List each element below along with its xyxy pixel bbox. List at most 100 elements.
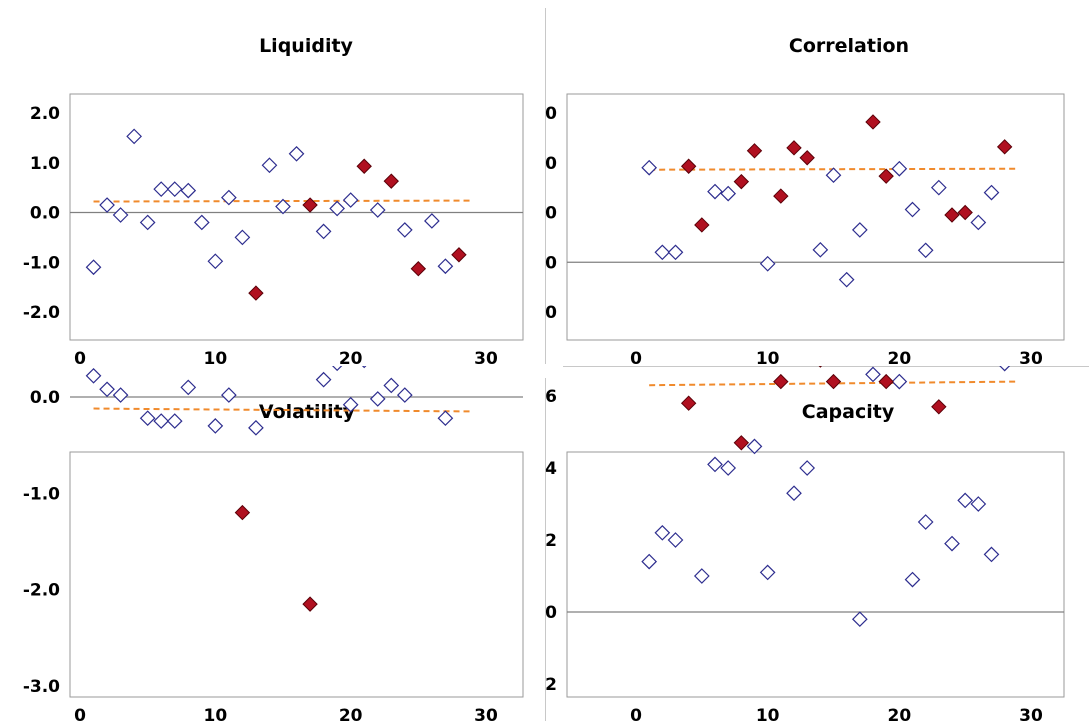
hollow-diamond-point	[329, 355, 345, 372]
filled-diamond-point	[248, 285, 264, 301]
filled-diamond-point	[356, 158, 372, 174]
y-tick-label: 2.0	[30, 104, 60, 124]
hollow-diamond-point	[180, 379, 197, 396]
filled-diamond-point	[931, 399, 947, 415]
hollow-diamond-point	[234, 229, 251, 246]
hollow-diamond-point	[112, 387, 129, 403]
hollow-diamond-point	[693, 568, 710, 584]
filled-diamond-point	[773, 188, 789, 204]
hollow-diamond-point	[99, 381, 115, 398]
x-tick-label: 0	[630, 706, 642, 721]
x-tick-label: 20	[887, 349, 911, 366]
y-tick-label: -1.0	[23, 484, 60, 504]
y-tick-label: 0.0	[545, 253, 557, 273]
y-tick-label: 0.0	[30, 388, 60, 408]
hollow-diamond-point	[904, 201, 921, 218]
filled-diamond-point	[865, 114, 881, 130]
hollow-diamond-point	[654, 524, 671, 541]
chart-title: Capacity	[802, 401, 895, 423]
hollow-diamond-point	[315, 371, 332, 388]
y-tick-label: -1.0	[545, 303, 557, 323]
hollow-diamond-point	[207, 253, 224, 270]
hollow-diamond-point	[437, 258, 454, 275]
hollow-diamond-point	[720, 460, 737, 476]
hollow-diamond-point	[166, 413, 183, 429]
y-tick-label: 0.4	[545, 459, 557, 479]
y-tick-label: 3.0	[545, 104, 557, 124]
hollow-diamond-point	[641, 553, 658, 570]
chart-volatility: Volatility-3.0-2.0-1.00.01.02.03.0010203…	[23, 99, 524, 725]
hollow-diamond-point	[248, 419, 264, 436]
hollow-diamond-point	[342, 192, 359, 208]
hollow-diamond-point	[180, 182, 197, 199]
hollow-diamond-point	[904, 571, 921, 588]
x-tick-label: 0	[630, 349, 642, 366]
hollow-diamond-point	[437, 410, 454, 427]
hollow-diamond-point	[654, 244, 671, 261]
filled-diamond-point	[733, 435, 750, 451]
hollow-diamond-point	[166, 181, 183, 197]
hollow-diamond-point	[983, 546, 1000, 563]
hollow-diamond-point	[342, 396, 359, 413]
hollow-diamond-point	[759, 255, 776, 272]
filled-diamond-point	[680, 395, 697, 411]
y-tick-label: -2.0	[23, 581, 60, 601]
x-tick-label: 30	[474, 706, 498, 721]
filled-diamond-point	[694, 217, 710, 233]
hollow-diamond-point	[891, 373, 908, 390]
y-tick-label: 0.2	[545, 531, 557, 551]
hollow-diamond-point	[707, 183, 723, 200]
filled-diamond-point	[680, 158, 697, 174]
x-tick-label: 10	[756, 706, 780, 721]
hollow-diamond-point	[851, 222, 868, 238]
y-tick-label: 2.0	[545, 154, 557, 174]
y-tick-label: 0.6	[545, 387, 557, 407]
filled-diamond-point	[957, 204, 973, 221]
chart-panel-volatility: Volatility-3.0-2.0-1.00.01.02.03.0010203…	[0, 99, 545, 725]
chart-title: Liquidity	[259, 35, 353, 57]
filled-diamond-point	[234, 504, 251, 521]
chart-correlation: Correlation -1.0 0.0 1.0 2.0 3.0 0 10 20 30	[520, 35, 1065, 369]
chart-title: Correlation	[789, 35, 909, 57]
filled-diamond-point	[878, 373, 894, 390]
hollow-diamond-point	[396, 222, 413, 238]
y-tick-label: 0.0	[545, 603, 557, 623]
filled-diamond-point	[825, 373, 842, 390]
chart-panel-correlation: Correlation -1.0 0.0 1.0 2.0 3.0 0 10 20 30	[520, 0, 1089, 369]
hollow-diamond-point	[85, 367, 102, 384]
trend-line	[93, 199, 473, 203]
y-tick-label: -2.0	[23, 303, 60, 323]
x-tick-label: 30	[1019, 706, 1043, 721]
hollow-diamond-point	[329, 200, 345, 217]
plot-area-frame	[566, 93, 1065, 341]
filled-diamond-point	[451, 247, 467, 263]
hollow-diamond-point	[970, 496, 987, 512]
hollow-diamond-point	[957, 492, 974, 509]
hollow-diamond-point	[315, 223, 332, 240]
hollow-diamond-point	[139, 214, 156, 231]
hollow-diamond-point	[99, 197, 115, 213]
x-tick-label: 10	[756, 349, 780, 366]
chart-capacity: Capacity-0.20.00.20.40.60.81.01.21.40102…	[520, 99, 1065, 725]
hollow-diamond-point	[917, 514, 934, 530]
hollow-diamond-point	[369, 202, 386, 218]
hollow-diamond-point	[838, 271, 855, 288]
filled-diamond-point	[302, 197, 318, 213]
y-tick-label: 1.0	[545, 204, 557, 224]
y-tick-label: -0.2	[545, 675, 557, 695]
filled-diamond-point	[410, 261, 427, 277]
x-tick-label: 20	[887, 706, 911, 721]
hollow-diamond-point	[944, 535, 960, 552]
hollow-diamond-point	[891, 160, 908, 177]
hollow-diamond-point	[193, 214, 210, 231]
hollow-diamond-point	[983, 184, 1000, 201]
hollow-diamond-point	[288, 145, 305, 162]
hollow-diamond-point	[996, 355, 1013, 372]
hollow-diamond-point	[641, 159, 658, 176]
vertical-divider	[545, 8, 546, 364]
filled-diamond-point	[786, 140, 802, 156]
chart-panel-liquidity: Liquidity -2.0 -1.0 0.0 1.0 2.0 0 10 20 30	[0, 0, 545, 369]
x-tick-label: 20	[339, 706, 363, 721]
hollow-diamond-point	[970, 214, 987, 231]
hollow-diamond-point	[720, 185, 737, 202]
